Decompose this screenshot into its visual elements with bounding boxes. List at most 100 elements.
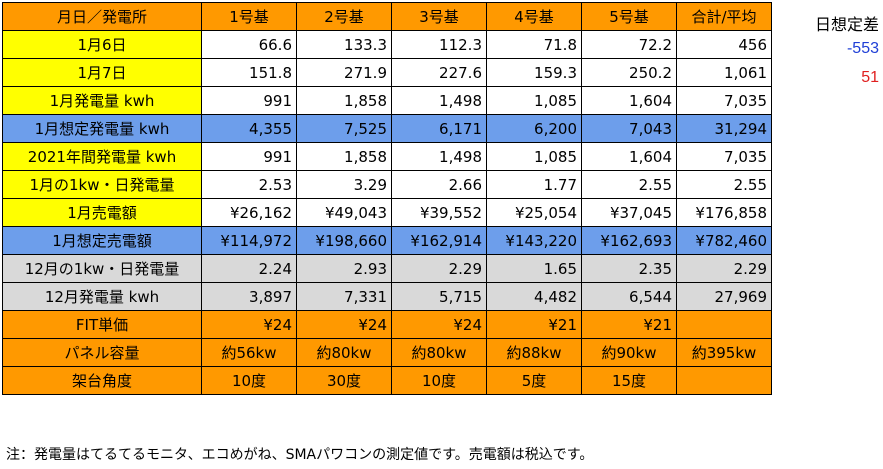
data-cell[interactable]: ¥26,162 [201,198,297,227]
data-cell[interactable]: 2.53 [201,170,297,199]
data-cell[interactable]: 1,858 [296,86,392,115]
data-cell[interactable]: 1,604 [581,142,677,171]
data-cell[interactable]: 1,061 [676,58,772,87]
data-cell[interactable]: 133.3 [296,30,392,59]
data-cell[interactable]: 71.8 [486,30,582,59]
data-cell[interactable]: 2.55 [581,170,677,199]
data-cell[interactable]: 2.66 [391,170,487,199]
row-label[interactable]: 1月の1kw・日発電量 [2,170,202,199]
header-unit-2[interactable]: 2号基 [296,2,392,31]
data-cell[interactable]: 6,200 [486,114,582,143]
data-cell[interactable]: 271.9 [296,58,392,87]
data-cell[interactable]: 3,897 [201,282,297,311]
data-cell[interactable]: 151.8 [201,58,297,87]
data-cell[interactable]: 1,858 [296,142,392,171]
row-label[interactable]: 1月想定発電量 kwh [2,114,202,143]
data-cell[interactable]: 2.29 [391,254,487,283]
data-cell[interactable]: 2.93 [296,254,392,283]
data-cell[interactable]: ¥162,693 [581,226,677,255]
header-total[interactable]: 合計/平均 [676,2,772,31]
data-cell[interactable]: 31,294 [676,114,772,143]
data-cell[interactable]: ¥198,660 [296,226,392,255]
data-cell[interactable]: 7,043 [581,114,677,143]
row-label[interactable]: 1月売電額 [2,198,202,227]
data-cell[interactable]: 10度 [201,366,297,395]
row-label[interactable]: FIT単価 [2,310,202,339]
data-cell[interactable]: 991 [201,142,297,171]
row-label[interactable]: パネル容量 [2,338,202,367]
data-cell[interactable]: 2.55 [676,170,772,199]
header-unit-3[interactable]: 3号基 [391,2,487,31]
data-cell[interactable]: 7,035 [676,142,772,171]
data-cell[interactable]: 約56kw [201,338,297,367]
data-cell[interactable]: 約88kw [486,338,582,367]
table-row: 1月発電量 kwh 991 1,858 1,498 1,085 1,604 7,035 [2,86,772,115]
row-label[interactable]: 1月7日 [2,58,202,87]
data-cell[interactable]: 1,498 [391,142,487,171]
data-cell[interactable]: 1,498 [391,86,487,115]
data-cell[interactable]: 5度 [486,366,582,395]
row-label[interactable]: 12月発電量 kwh [2,282,202,311]
row-label[interactable]: 1月想定売電額 [2,226,202,255]
data-cell[interactable]: 72.2 [581,30,677,59]
data-cell[interactable]: 3.29 [296,170,392,199]
data-cell[interactable]: 250.2 [581,58,677,87]
data-cell[interactable]: 15度 [581,366,677,395]
header-unit-5[interactable]: 5号基 [581,2,677,31]
data-cell[interactable]: 159.3 [486,58,582,87]
data-cell[interactable]: 約80kw [296,338,392,367]
data-cell[interactable]: ¥21 [581,310,677,339]
data-cell[interactable]: ¥114,972 [201,226,297,255]
data-cell[interactable]: 991 [201,86,297,115]
header-unit-1[interactable]: 1号基 [201,2,297,31]
data-cell[interactable]: 4,482 [486,282,582,311]
data-cell[interactable]: 27,969 [676,282,772,311]
data-cell[interactable]: 1.77 [486,170,582,199]
data-cell[interactable]: 2.35 [581,254,677,283]
data-cell[interactable]: 6,544 [581,282,677,311]
data-cell[interactable]: 1,604 [581,86,677,115]
data-cell[interactable]: ¥24 [201,310,297,339]
data-cell[interactable]: 456 [676,30,772,59]
data-cell[interactable]: ¥37,045 [581,198,677,227]
data-cell[interactable]: 112.3 [391,30,487,59]
row-label[interactable]: 1月6日 [2,30,202,59]
data-cell[interactable]: 4,355 [201,114,297,143]
row-label[interactable]: 12月の1kw・日発電量 [2,254,202,283]
data-cell[interactable]: 約395kw [676,338,772,367]
data-cell[interactable]: 1.65 [486,254,582,283]
row-label[interactable]: 架台角度 [2,366,202,395]
data-cell[interactable]: 約90kw [581,338,677,367]
data-cell[interactable]: ¥25,054 [486,198,582,227]
row-label[interactable]: 2021年間発電量 kwh [2,142,202,171]
row-label[interactable]: 1月発電量 kwh [2,86,202,115]
data-cell[interactable]: 7,331 [296,282,392,311]
data-cell[interactable]: ¥782,460 [676,226,772,255]
data-cell[interactable]: 2.29 [676,254,772,283]
data-cell[interactable] [676,310,772,339]
data-cell[interactable]: 1,085 [486,142,582,171]
data-cell[interactable]: ¥143,220 [486,226,582,255]
data-cell[interactable]: 227.6 [391,58,487,87]
data-cell[interactable]: 66.6 [201,30,297,59]
data-cell[interactable]: 約80kw [391,338,487,367]
table-row: 1月売電額 ¥26,162 ¥49,043 ¥39,552 ¥25,054 ¥37,045… [2,198,772,227]
data-cell[interactable]: 5,715 [391,282,487,311]
data-cell[interactable]: 2.24 [201,254,297,283]
data-cell[interactable]: 1,085 [486,86,582,115]
data-cell[interactable]: ¥24 [296,310,392,339]
data-cell[interactable]: 7,035 [676,86,772,115]
data-cell[interactable]: ¥176,858 [676,198,772,227]
data-cell[interactable]: 7,525 [296,114,392,143]
data-cell[interactable]: 10度 [391,366,487,395]
data-cell[interactable]: ¥162,914 [391,226,487,255]
header-unit-4[interactable]: 4号基 [486,2,582,31]
data-cell[interactable]: ¥39,552 [391,198,487,227]
data-cell[interactable]: 6,171 [391,114,487,143]
data-cell[interactable]: 30度 [296,366,392,395]
data-cell[interactable]: ¥49,043 [296,198,392,227]
data-cell[interactable] [676,366,772,395]
data-cell[interactable]: ¥24 [391,310,487,339]
header-label-cell[interactable]: 月日／発電所 [2,2,202,31]
data-cell[interactable]: ¥21 [486,310,582,339]
